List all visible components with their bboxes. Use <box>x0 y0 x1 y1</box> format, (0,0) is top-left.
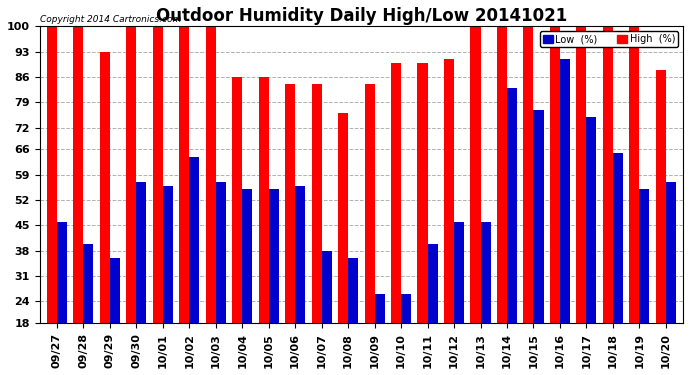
Bar <box>375 294 384 323</box>
Bar <box>497 27 507 323</box>
Bar <box>613 153 623 323</box>
Bar <box>189 157 199 323</box>
Bar <box>259 77 268 323</box>
Bar <box>179 27 189 323</box>
Bar <box>268 189 279 323</box>
Bar <box>629 27 640 323</box>
Bar <box>348 258 358 323</box>
Bar <box>417 63 428 323</box>
Bar <box>126 27 137 323</box>
Bar <box>152 27 163 323</box>
Bar <box>454 222 464 323</box>
Bar <box>640 189 649 323</box>
Bar <box>576 27 586 323</box>
Bar <box>550 27 560 323</box>
Bar <box>586 117 596 323</box>
Bar <box>73 27 83 323</box>
Bar <box>57 222 67 323</box>
Bar <box>137 182 146 323</box>
Bar <box>206 27 216 323</box>
Bar <box>603 27 613 323</box>
Bar <box>560 59 570 323</box>
Bar <box>232 77 242 323</box>
Bar <box>312 84 322 323</box>
Bar <box>216 182 226 323</box>
Text: Copyright 2014 Cartronics.com: Copyright 2014 Cartronics.com <box>39 15 181 24</box>
Bar <box>391 63 401 323</box>
Bar <box>524 27 533 323</box>
Legend: Low  (%), High  (%): Low (%), High (%) <box>540 32 678 47</box>
Bar <box>507 88 517 323</box>
Bar <box>47 27 57 323</box>
Bar <box>656 70 666 323</box>
Bar <box>242 189 253 323</box>
Bar <box>100 52 110 323</box>
Bar <box>295 186 305 323</box>
Bar <box>163 186 173 323</box>
Bar <box>444 59 454 323</box>
Bar <box>401 294 411 323</box>
Bar <box>533 110 544 323</box>
Bar <box>285 84 295 323</box>
Bar <box>110 258 120 323</box>
Bar <box>471 27 480 323</box>
Title: Outdoor Humidity Daily High/Low 20141021: Outdoor Humidity Daily High/Low 20141021 <box>156 7 567 25</box>
Bar <box>364 84 375 323</box>
Bar <box>338 113 348 323</box>
Bar <box>322 251 332 323</box>
Bar <box>83 243 93 323</box>
Bar <box>666 182 676 323</box>
Bar <box>480 222 491 323</box>
Bar <box>428 243 437 323</box>
